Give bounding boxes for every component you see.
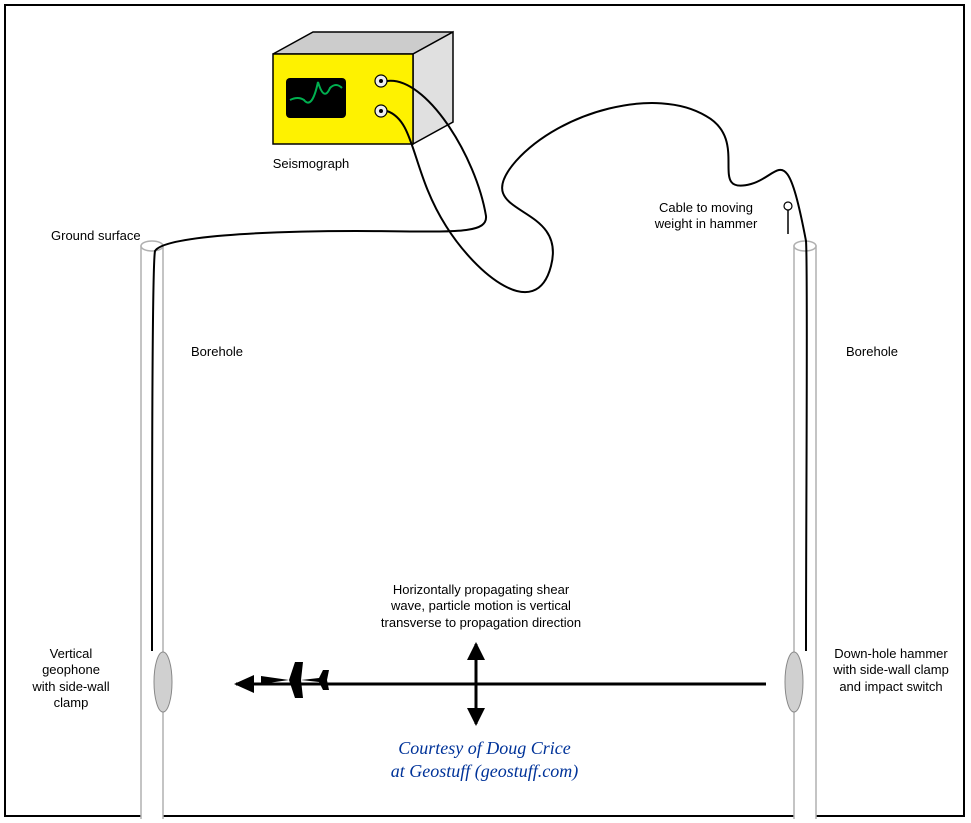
diagram-frame: Seismograph Ground surface Cable to movi… <box>4 4 965 817</box>
borehole-right-label: Borehole <box>846 344 898 360</box>
credit-line-1: Courtesy of Doug Crice <box>6 738 963 759</box>
cable-label: Cable to movingweight in hammer <box>636 200 776 233</box>
hammer-label: Down-hole hammerwith side-wall clampand … <box>821 646 961 695</box>
geophone-label: Verticalgeophonewith side-wallclamp <box>16 646 126 711</box>
seismograph-label: Seismograph <box>236 156 386 172</box>
wave-description-label: Horizontally propagating shearwave, part… <box>351 582 611 631</box>
credit-line-2: at Geostuff (geostuff.com) <box>6 761 963 782</box>
ground-surface-label: Ground surface <box>51 228 141 244</box>
diagram-svg <box>6 6 967 819</box>
borehole-left-label: Borehole <box>191 344 243 360</box>
